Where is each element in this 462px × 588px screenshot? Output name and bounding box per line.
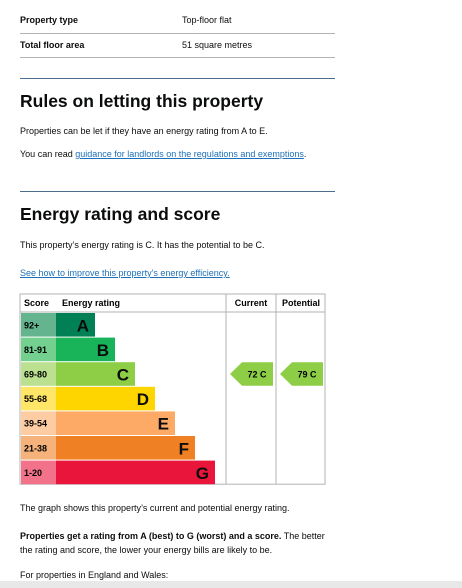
rating-band	[56, 436, 195, 460]
potential-rating: 79 C	[297, 370, 317, 380]
band-letter: A	[77, 316, 89, 335]
rating-band	[56, 411, 175, 435]
score-range: 39-54	[24, 419, 47, 429]
band-letter: B	[97, 341, 109, 360]
paragraph: For properties in England and Wales:	[20, 570, 169, 580]
band-letter: F	[179, 439, 189, 458]
guidance-link[interactable]: guidance for landlords on the regulation…	[75, 149, 304, 159]
bold-text: Properties get a rating from A (best) to…	[20, 531, 282, 541]
score-range: 1-20	[24, 468, 42, 478]
text: .	[303, 149, 307, 159]
rating-band	[56, 337, 115, 362]
rating-band	[56, 313, 95, 337]
column-header: Current	[235, 298, 268, 308]
band-letter: E	[158, 415, 169, 434]
paragraph: The graph shows this property’s current …	[20, 503, 290, 513]
score-range: 92+	[24, 320, 39, 330]
rating-band	[56, 362, 135, 386]
score-range: 21-38	[24, 443, 47, 453]
row-border	[20, 33, 335, 34]
score-cell	[21, 411, 56, 435]
column-header: Potential	[282, 298, 320, 308]
score-range: 55-68	[24, 394, 47, 404]
current-rating: 72 C	[247, 370, 267, 380]
section-break	[20, 191, 335, 192]
band-letter: G	[196, 464, 209, 483]
score-cell	[21, 386, 56, 411]
epc-graph: Score Energy rating Current Potential 92+ A 81…	[19, 293, 326, 485]
paragraph: Properties get a rating from A (best) to…	[20, 529, 335, 557]
text: You can read	[20, 149, 76, 159]
score-range: 69-80	[24, 370, 47, 380]
band-letter: D	[137, 390, 149, 409]
improve-link[interactable]: See how to improve this property’s energ…	[20, 268, 230, 278]
summary-label: Property type	[20, 15, 79, 25]
score-range: 81-91	[24, 345, 47, 355]
section-heading: Energy rating and score	[20, 204, 221, 224]
paragraph: This property’s energy rating is C. It h…	[20, 240, 265, 250]
band-letter: C	[117, 366, 129, 385]
score-cell	[21, 337, 56, 362]
section-heading: Rules on letting this property	[20, 91, 264, 111]
score-cell	[21, 460, 56, 485]
column-header: Score	[24, 298, 49, 308]
row-border	[20, 57, 335, 58]
summary-value: Top-floor flat	[182, 15, 232, 25]
paragraph: Properties can be let if they have an en…	[20, 126, 268, 136]
rating-band	[56, 386, 155, 411]
current-arrow	[230, 362, 273, 386]
scrollbar	[0, 581, 462, 588]
summary-label: Total floor area	[20, 40, 85, 50]
rating-band	[56, 460, 215, 485]
score-cell	[21, 362, 56, 386]
text: The better the rating and score, the low…	[20, 531, 325, 555]
paragraph: You can read guidance for landlords on t…	[20, 149, 306, 159]
score-cell	[21, 436, 56, 460]
section-break	[20, 78, 335, 79]
column-header: Energy rating	[62, 298, 120, 308]
score-cell	[21, 313, 56, 337]
potential-arrow	[280, 362, 323, 386]
summary-value: 51 square metres	[182, 40, 253, 50]
